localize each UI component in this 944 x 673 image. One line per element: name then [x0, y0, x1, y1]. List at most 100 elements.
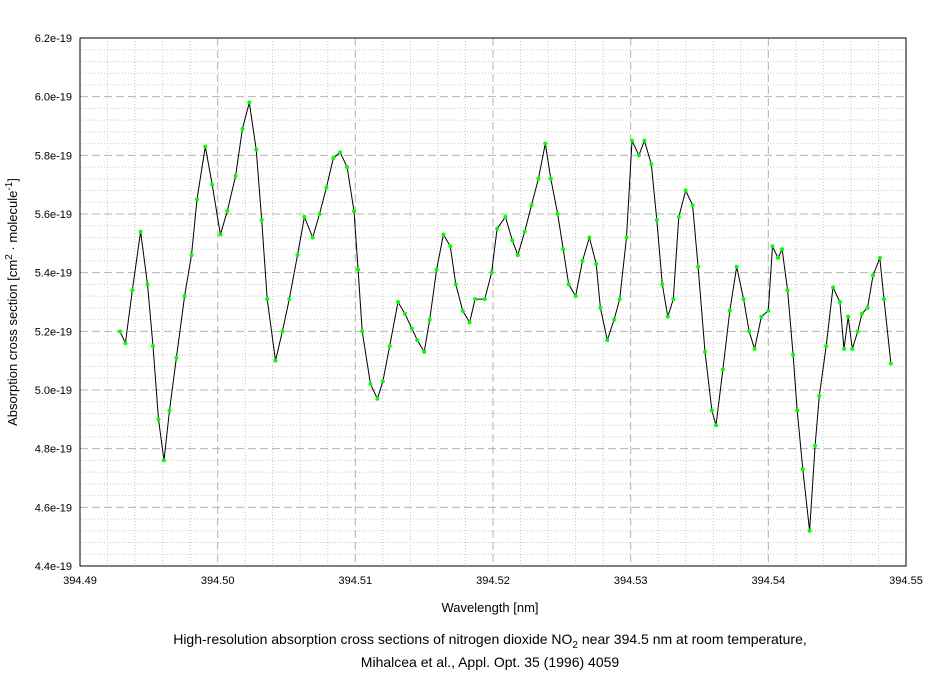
data-point	[800, 467, 805, 472]
data-point	[598, 305, 603, 310]
data-point	[870, 273, 875, 278]
data-point	[654, 217, 659, 222]
y-tick-label: 4.8e-19	[35, 444, 72, 456]
data-point	[696, 264, 701, 269]
data-point	[720, 367, 725, 372]
data-point	[345, 165, 350, 170]
data-point	[759, 314, 764, 319]
data-point	[594, 261, 599, 266]
data-point	[360, 329, 365, 334]
data-point	[422, 349, 427, 354]
data-point	[351, 209, 356, 214]
x-tick-label: 394.50	[201, 575, 235, 587]
x-tick-label: 394.54	[752, 575, 786, 587]
data-point	[605, 338, 610, 343]
y-label-part: · molecule	[5, 191, 20, 255]
data-point	[515, 253, 520, 258]
data-point	[734, 264, 739, 269]
data-point	[630, 138, 635, 143]
data-point	[467, 320, 472, 325]
data-point	[189, 253, 194, 258]
title-sub: 2	[572, 640, 578, 651]
data-line	[119, 102, 892, 532]
data-point	[254, 147, 259, 152]
data-point	[287, 297, 292, 302]
y-label-sup: -1	[4, 181, 15, 190]
data-point	[660, 282, 665, 287]
data-point	[387, 344, 392, 348]
data-point	[780, 247, 785, 252]
data-point	[138, 229, 143, 234]
data-point	[850, 346, 855, 351]
data-point	[727, 308, 732, 313]
data-point	[766, 308, 771, 313]
x-tick-label: 394.52	[476, 575, 510, 587]
data-point	[741, 297, 746, 302]
data-point	[881, 297, 886, 302]
y-tick-label: 5.6e-19	[35, 209, 72, 221]
data-point	[210, 182, 215, 187]
data-point	[396, 300, 401, 304]
y-axis-label: Absorption cross section [cm2 · molecule…	[4, 178, 20, 426]
data-point	[482, 297, 487, 302]
data-point	[218, 232, 223, 237]
data-point	[624, 235, 629, 240]
y-tick-label: 5.4e-19	[35, 268, 72, 280]
data-point	[145, 282, 150, 287]
data-point	[495, 226, 500, 231]
data-point	[375, 396, 380, 401]
data-point	[573, 294, 578, 299]
y-label-part: ]	[5, 178, 20, 182]
y-tick-label: 4.6e-19	[35, 502, 72, 514]
data-point	[642, 138, 647, 143]
data-point	[566, 282, 571, 287]
data-point	[117, 329, 122, 334]
data-point	[543, 141, 548, 146]
data-point	[338, 150, 343, 155]
data-point	[561, 247, 566, 252]
data-point	[665, 314, 670, 319]
data-point	[402, 311, 407, 316]
data-point	[709, 408, 714, 413]
data-point	[448, 244, 453, 249]
data-point	[409, 326, 414, 331]
title-part: High-resolution absorption cross section…	[173, 631, 572, 647]
data-point	[714, 423, 719, 428]
data-point	[612, 317, 617, 322]
data-point	[649, 162, 654, 167]
y-label-sup: 2	[4, 254, 15, 260]
data-point	[233, 173, 238, 178]
data-point	[785, 288, 790, 293]
data-point	[427, 317, 432, 322]
data-point	[415, 338, 420, 343]
data-point	[683, 188, 688, 193]
title-part: near 394.5 nm at room temperature,	[578, 631, 807, 647]
y-tick-label: 5.0e-19	[35, 385, 72, 397]
data-point	[529, 203, 534, 208]
data-point	[123, 341, 128, 346]
data-point	[877, 256, 882, 260]
grid	[79, 37, 907, 567]
x-tick-label: 394.53	[614, 575, 648, 587]
data-point	[150, 344, 155, 348]
data-point	[770, 244, 775, 249]
y-label-part: Absorption cross section [cm	[5, 260, 20, 426]
y-tick-label: 5.2e-19	[35, 326, 72, 338]
data-point	[775, 256, 780, 260]
data-point	[302, 214, 307, 219]
y-tick-label: 6.0e-19	[35, 92, 72, 104]
data-point	[240, 126, 245, 131]
data-point	[846, 314, 851, 319]
data-point	[831, 285, 836, 290]
data-point	[368, 382, 373, 387]
data-point	[842, 346, 847, 351]
data-point	[817, 393, 822, 398]
data-point	[295, 253, 300, 258]
data-point	[752, 346, 757, 351]
data-point	[791, 352, 796, 357]
data-point	[203, 144, 208, 149]
y-tick-label: 4.4e-19	[35, 561, 72, 573]
y-tick-label: 5.8e-19	[35, 150, 72, 162]
data-point	[587, 235, 592, 240]
